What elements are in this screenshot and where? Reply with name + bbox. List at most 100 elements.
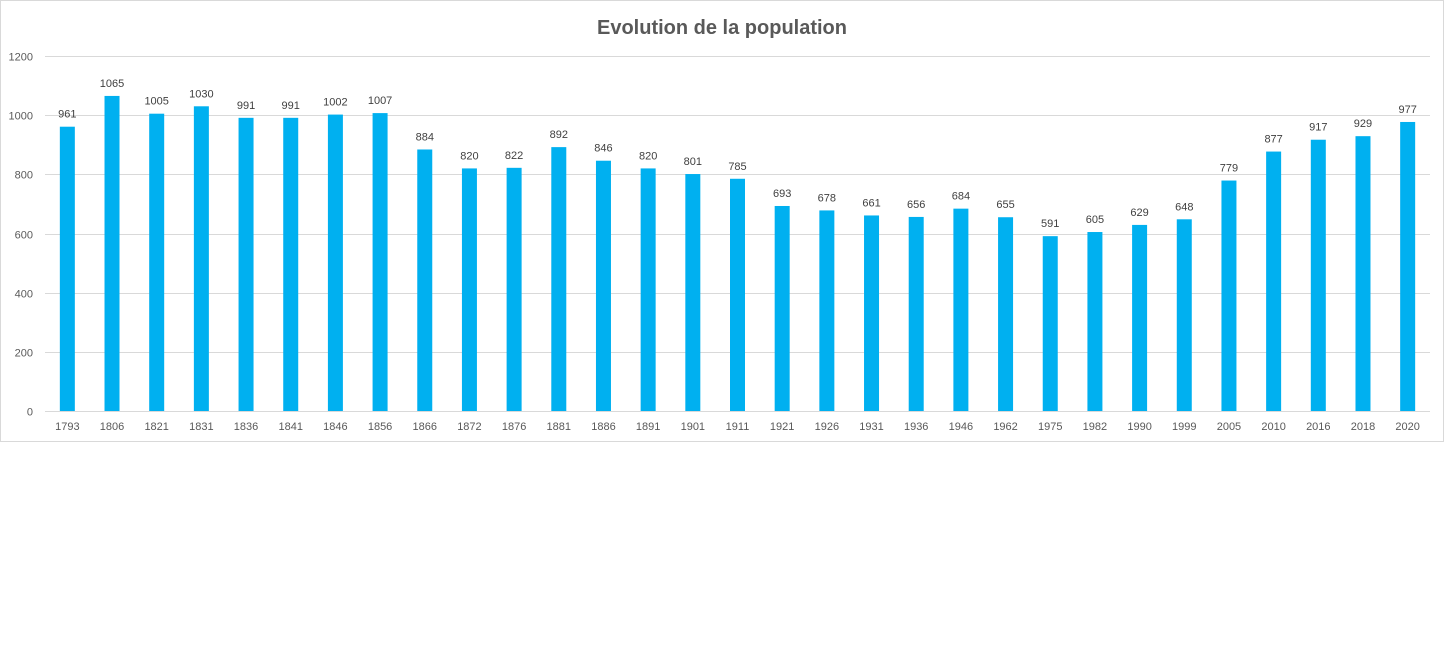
bar-1846 — [327, 114, 343, 411]
data-label: 656 — [907, 199, 925, 211]
x-tick-label: 1990 — [1127, 421, 1151, 433]
x-tick-label: 1856 — [368, 421, 392, 433]
x-tick-label: 1931 — [859, 421, 883, 433]
x-tick-label: 2016 — [1306, 421, 1330, 433]
bar-1936 — [908, 216, 924, 411]
data-label: 1007 — [368, 95, 392, 107]
x-tick-label: 2018 — [1351, 421, 1375, 433]
x-tick-label: 1891 — [636, 421, 660, 433]
bar-1901 — [685, 174, 701, 411]
data-label: 917 — [1309, 122, 1327, 134]
bar-1946 — [953, 208, 969, 411]
bar-1876 — [506, 167, 522, 411]
data-label: 991 — [282, 100, 300, 112]
data-label: 661 — [862, 197, 880, 209]
bar-1872 — [461, 168, 477, 411]
x-tick-label: 1901 — [681, 421, 705, 433]
x-tick-label: 1836 — [234, 421, 258, 433]
x-tick-label: 1806 — [100, 421, 124, 433]
bar-1841 — [283, 117, 299, 412]
y-tick-label: 200 — [15, 348, 33, 360]
data-label: 977 — [1398, 104, 1416, 116]
x-tick-label: 2005 — [1217, 421, 1241, 433]
bar-2010 — [1266, 151, 1282, 411]
y-tick-label: 1000 — [9, 111, 33, 123]
data-label: 684 — [952, 191, 970, 203]
bar-1856 — [372, 113, 388, 412]
data-label: 1065 — [100, 78, 124, 90]
bar-1926 — [819, 210, 835, 411]
bar-1911 — [730, 178, 745, 411]
bar-2020 — [1400, 121, 1416, 412]
data-label: 629 — [1130, 207, 1148, 219]
x-tick-label: 1975 — [1038, 421, 1062, 433]
x-tick-label: 1831 — [189, 421, 213, 433]
data-label: 884 — [416, 131, 434, 143]
chart-title: Evolution de la population — [597, 17, 847, 39]
data-label: 1005 — [144, 96, 168, 108]
x-tick-label: 2020 — [1395, 421, 1419, 433]
bar-1962 — [998, 217, 1014, 411]
data-label: 591 — [1041, 218, 1059, 230]
x-tick-label: 1926 — [815, 421, 839, 433]
data-label: 605 — [1086, 214, 1104, 226]
y-tick-label: 600 — [15, 230, 33, 242]
data-label: 1030 — [189, 88, 213, 100]
data-label: 961 — [58, 109, 76, 121]
x-tick-label: 1793 — [55, 421, 79, 433]
data-label: 678 — [818, 192, 836, 204]
x-tick-label: 1911 — [726, 421, 750, 433]
bar-1866 — [417, 149, 433, 411]
bar-1806 — [104, 95, 120, 411]
bar-1931 — [864, 215, 880, 411]
data-label: 785 — [728, 161, 746, 173]
bar-1982 — [1087, 232, 1103, 411]
bar-1975 — [1042, 236, 1058, 411]
data-label: 846 — [594, 143, 612, 155]
data-label: 892 — [550, 129, 568, 141]
y-tick-label: 1200 — [9, 52, 33, 64]
bar-1831 — [193, 106, 209, 412]
y-tick-label: 0 — [27, 407, 33, 419]
data-label: 929 — [1354, 118, 1372, 130]
x-tick-label: 1921 — [770, 421, 794, 433]
x-tick-label: 1872 — [457, 421, 481, 433]
data-label: 1002 — [323, 97, 347, 109]
data-label: 820 — [460, 150, 478, 162]
x-tick-label: 1841 — [278, 421, 302, 433]
x-tick-label: 1821 — [144, 421, 168, 433]
data-label: 801 — [684, 156, 702, 168]
bar-1999 — [1176, 219, 1192, 411]
data-label: 822 — [505, 150, 523, 162]
x-tick-label: 1999 — [1172, 421, 1196, 433]
y-tick-label: 800 — [15, 170, 33, 182]
x-tick-label: 1946 — [949, 421, 973, 433]
data-label: 991 — [237, 100, 255, 112]
x-tick-label: 1846 — [323, 421, 347, 433]
bar-1886 — [595, 160, 611, 411]
bar-1891 — [640, 168, 656, 411]
data-label: 779 — [1220, 163, 1238, 175]
bar-1990 — [1132, 224, 1148, 411]
x-tick-label: 1866 — [413, 421, 437, 433]
bar-2005 — [1221, 180, 1237, 411]
bar-1921 — [774, 205, 790, 411]
bar-1881 — [551, 147, 567, 411]
x-tick-label: 1962 — [993, 421, 1017, 433]
bar-2016 — [1310, 139, 1326, 412]
x-tick-label: 1982 — [1083, 421, 1107, 433]
y-tick-label: 400 — [15, 289, 33, 301]
data-label: 648 — [1175, 201, 1193, 213]
x-tick-label: 2010 — [1261, 421, 1285, 433]
x-tick-label: 1881 — [547, 421, 571, 433]
data-label: 655 — [996, 199, 1014, 211]
data-label: 693 — [773, 188, 791, 200]
x-tick-label: 1936 — [904, 421, 928, 433]
x-tick-label: 1876 — [502, 421, 526, 433]
bar-1793 — [59, 126, 75, 412]
data-label: 820 — [639, 150, 657, 162]
data-label: 877 — [1264, 134, 1282, 146]
bar-1821 — [149, 113, 165, 411]
bar-1836 — [238, 117, 254, 412]
